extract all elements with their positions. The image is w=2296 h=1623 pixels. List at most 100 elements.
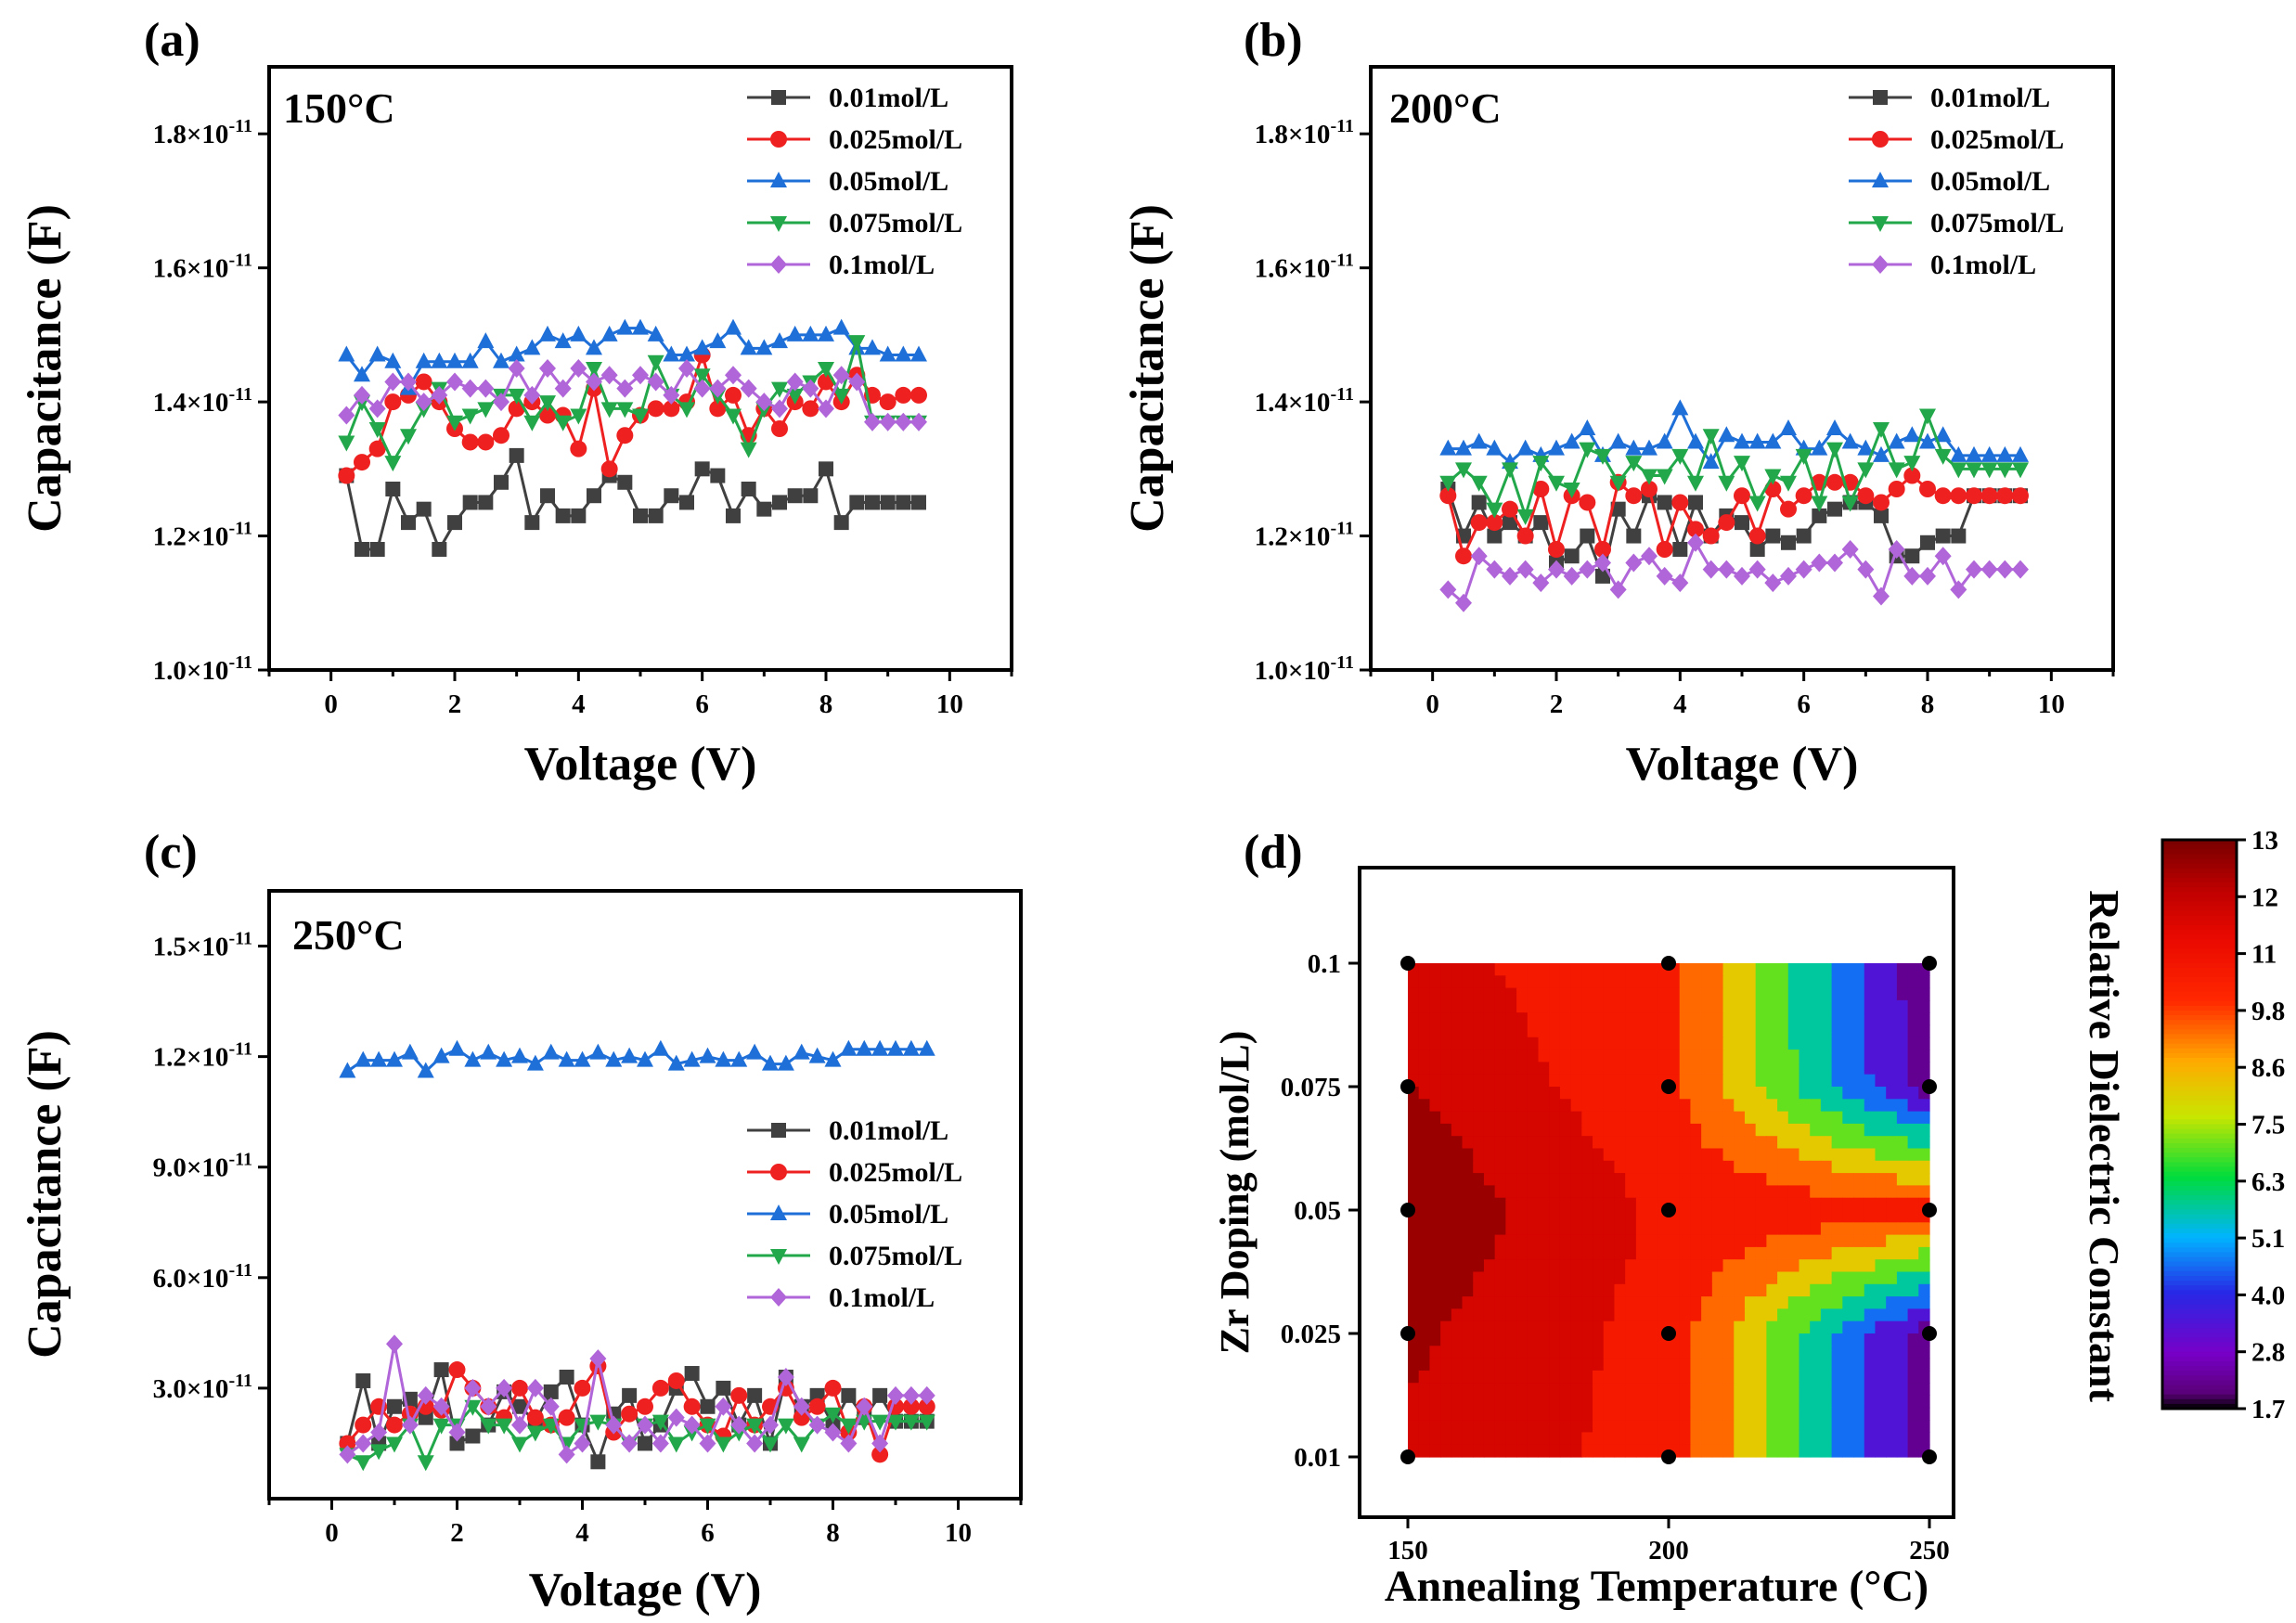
contour-cell [1603,1320,1616,1334]
contour-cell [1907,1024,1919,1038]
contour-cell [1538,1346,1550,1359]
data-point-c-3-23 [699,1418,716,1435]
contour-cell [1625,1148,1637,1162]
data-point-c-2-14 [558,1050,575,1067]
contour-cell [1755,1111,1767,1125]
data-point-c-2-8 [464,1050,482,1067]
contour-cell [1896,1246,1909,1260]
contour-cell [1853,1012,1865,1026]
contour-cell [1787,1197,1800,1211]
contour-cell [1744,1123,1757,1137]
contour-cell [1658,1259,1670,1273]
colorbar-segment [2162,1313,2237,1320]
contour-cell [1658,975,1670,989]
contour-cell [1853,1407,1865,1421]
contour-cell [1669,1383,1681,1397]
legend-label-a-0: 0.01mol/L [829,83,948,113]
contour-cell [1549,1420,1561,1433]
contour-cell [1494,1024,1506,1038]
contour-cell [1658,1296,1670,1309]
contour-cell [1831,975,1843,989]
data-point-a-2-28 [771,332,788,349]
contour-cell [1658,1222,1670,1236]
contour-cell [1516,1012,1529,1026]
colorbar-segment [2162,1380,2237,1386]
contour-cell [1538,1407,1550,1421]
plot-area-c [339,1039,935,1472]
contour-cell [1722,1173,1735,1186]
data-point-a-0-18 [617,474,633,490]
contour-cell [1734,1087,1746,1100]
contour-cell [1408,1383,1420,1397]
contour-cell [1711,1358,1724,1372]
data-point-a-3-8 [461,408,479,425]
contour-cell [1820,1271,1833,1285]
contour-cell [1831,1148,1843,1162]
contour-cell [1907,1395,1919,1409]
contour-cell [1549,1012,1561,1026]
contour-cell [1853,1050,1865,1063]
data-point-c-3-21 [667,1436,685,1453]
contour-cell [1690,1246,1702,1260]
contour-cell [1429,1234,1441,1248]
contour-cell [1690,1197,1702,1211]
data-point-a-1-10 [493,427,510,444]
colorbar-segment [2162,1000,2237,1007]
contour-cell [1483,975,1496,989]
contour-cell [1886,1308,1898,1322]
data-point-a-3-20 [647,354,664,371]
contour-cell [1625,1136,1637,1150]
contour-cell [1669,1062,1681,1076]
contour-cell [1744,1444,1757,1458]
legend-label-a-3: 0.075mol/L [829,208,962,238]
contour-cell [1614,1296,1626,1309]
data-point-c-4-30 [808,1415,826,1435]
contour-cell [1810,1358,1822,1372]
contour-cell [1614,1210,1626,1223]
contour-cell [1799,1099,1811,1113]
contour-cell [1658,999,1670,1013]
contour-cell [1907,1296,1919,1309]
contour-cell [1462,1308,1474,1322]
colorbar-segment [2162,1195,2237,1201]
contour-cell [1538,1136,1550,1150]
contour-cell [1494,1099,1506,1113]
data-point-a-3-29 [786,388,804,405]
contour-cell [1744,1062,1757,1076]
legend-item-c-0: 0.01mol/L [747,1115,948,1146]
data-point-b-1-22 [1780,500,1797,518]
data-point-b-2-34 [1966,445,1982,462]
contour-cell [1777,1395,1789,1409]
data-point-c-3-27 [762,1436,779,1453]
contour-cell [1505,1099,1517,1113]
data-point-a-0-28 [772,495,787,510]
contour-cell [1744,1271,1757,1285]
contour-cell [1603,1271,1616,1285]
contour-cell [1669,1370,1681,1384]
contour-cell [1734,1074,1746,1088]
contour-cell [1559,1358,1572,1372]
contour-cell [1907,1099,1919,1113]
contour-cell [1418,963,1431,976]
contour-cell [1918,1283,1930,1297]
contour-cell [1483,1296,1496,1309]
contour-cell [1787,1444,1800,1458]
contour-cell [1603,1087,1616,1100]
contour-cell [1570,1136,1582,1150]
contour-cell [1734,1383,1746,1397]
contour-cell [1853,1296,1865,1309]
data-point-a-3-17 [600,402,618,419]
colorbar-segment [2162,1333,2237,1338]
contour-cell [1679,1296,1692,1309]
contour-cell [1473,987,1485,1001]
colorbar-segment [2162,1180,2237,1187]
contour-cell [1777,1271,1789,1285]
contour-cell [1777,1358,1789,1372]
contour-cell [1483,1185,1496,1199]
contour-cell [1570,963,1582,976]
contour-cell [1635,999,1648,1013]
contour-cell [1744,1420,1757,1433]
contour-cell [1722,975,1735,989]
contour-cell [1570,1050,1582,1063]
contour-cell [1593,987,1605,1001]
